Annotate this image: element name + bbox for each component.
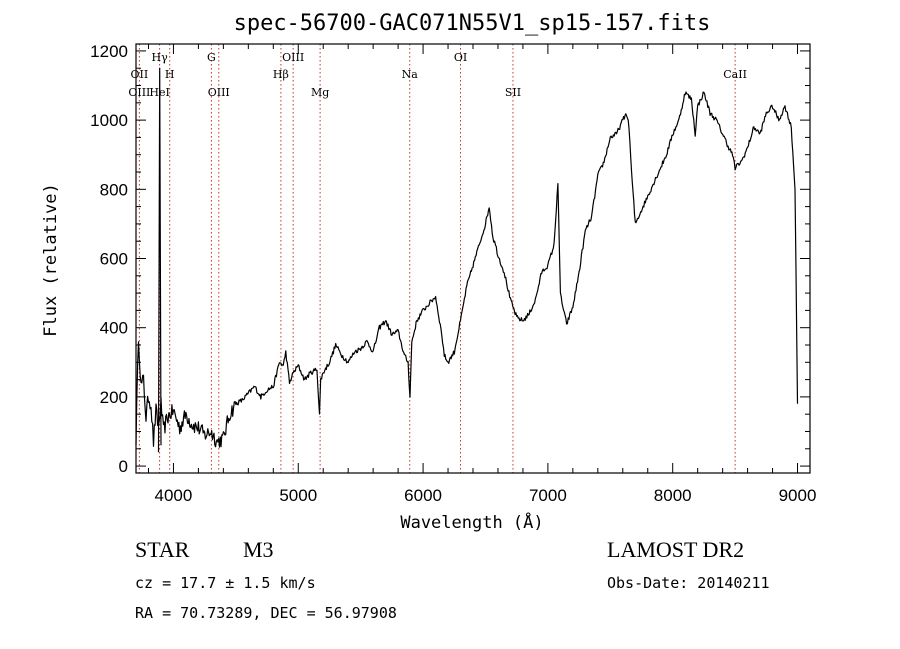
spectrum-line xyxy=(135,67,799,453)
spectral-line-label: OIII xyxy=(282,51,304,64)
y-tick-label: 200 xyxy=(100,388,128,407)
spectral-line-label: SII xyxy=(505,86,521,99)
spectral-line-markers xyxy=(138,44,736,473)
x-tick-label: 4000 xyxy=(155,486,193,505)
chart-title: spec-56700-GAC071N55V1_sp15-157.fits xyxy=(234,11,711,36)
y-tick-label: 1000 xyxy=(90,111,128,130)
spectral-line-label: Hβ xyxy=(273,68,289,81)
object-type: STAR xyxy=(135,537,190,562)
spectral-line-label: Mg xyxy=(311,86,329,99)
x-tick-label: 9000 xyxy=(779,486,817,505)
obs-date: Obs-Date: 20140211 xyxy=(607,574,770,592)
y-tick-label: 1200 xyxy=(90,42,128,61)
y-tick-label: 800 xyxy=(100,180,128,199)
x-tick-label: 8000 xyxy=(654,486,692,505)
redshift-text: cz = 17.7 ± 1.5 km/s xyxy=(135,574,316,592)
axis-ticks: 4000 5000 6000 7000 8000 9000 0 200 400 600 800 100… xyxy=(90,42,816,505)
survey-name: LAMOST DR2 xyxy=(607,537,745,562)
spectral-line-label: OII xyxy=(131,68,149,81)
spectral-line-label: G xyxy=(207,51,216,64)
x-tick-label: 7000 xyxy=(529,486,567,505)
spectral-line-label: CaII xyxy=(723,68,747,81)
spectral-line-label: Na xyxy=(402,68,419,81)
spectral-line-label: OIII xyxy=(128,86,150,99)
x-axis-label: Wavelength (Å) xyxy=(400,511,543,533)
spectral-line-label: OI xyxy=(454,51,467,64)
spectral-line-label: Hγ xyxy=(152,51,169,64)
object-subclass: M3 xyxy=(243,537,274,562)
y-tick-label: 0 xyxy=(119,457,128,476)
y-axis-label: Flux (relative) xyxy=(41,183,61,337)
y-tick-label: 400 xyxy=(100,319,128,338)
spectral-line-label: OIII xyxy=(208,86,230,99)
x-tick-label: 5000 xyxy=(279,486,317,505)
y-tick-label: 600 xyxy=(100,250,128,269)
coordinates: RA = 70.73289, DEC = 56.97908 xyxy=(135,604,397,622)
spectral-line-label: H xyxy=(165,68,175,81)
x-tick-label: 6000 xyxy=(404,486,442,505)
